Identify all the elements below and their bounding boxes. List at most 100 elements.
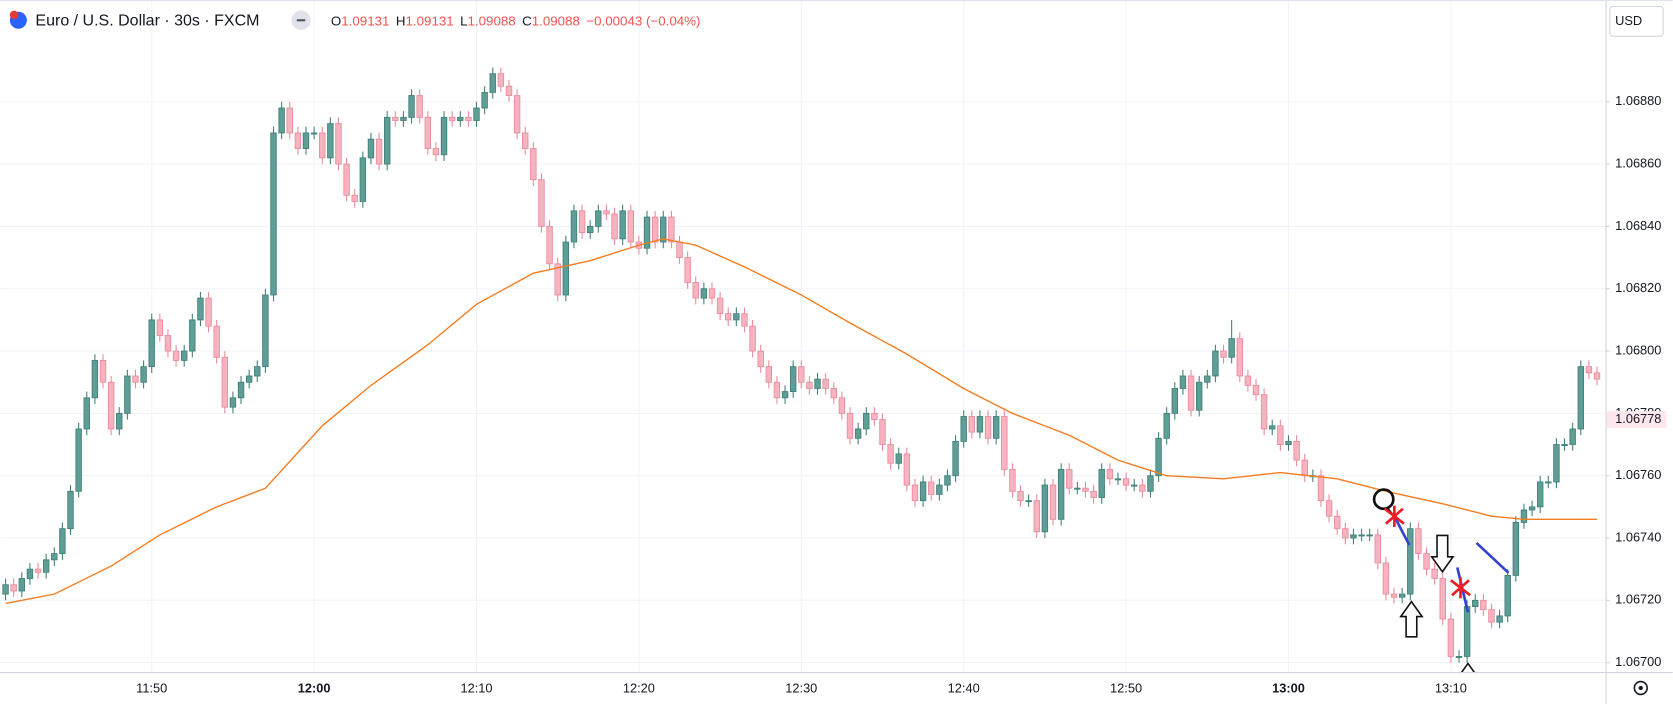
- candle-body: [473, 107, 480, 121]
- candle-body: [181, 350, 188, 361]
- candle-body: [262, 294, 269, 368]
- candle-body: [919, 481, 927, 502]
- candle-body: [1269, 425, 1276, 430]
- candle-body: [1139, 484, 1146, 492]
- y-tick-label: 1.06880: [1615, 93, 1661, 108]
- candle-body: [789, 366, 797, 392]
- candle-body: [1398, 593, 1406, 598]
- candle-body: [375, 138, 383, 165]
- candle-body: [221, 356, 228, 408]
- candle-body: [1528, 506, 1536, 511]
- close-label: C: [522, 13, 532, 28]
- candle-body: [1244, 375, 1252, 386]
- candle-body: [992, 416, 1000, 439]
- candle-body: [489, 73, 496, 93]
- candle-body: [197, 297, 204, 321]
- y-tick-label: 1.06720: [1615, 592, 1661, 607]
- candle-body: [1504, 574, 1511, 617]
- candle-body: [806, 381, 813, 389]
- candle-body: [960, 416, 967, 442]
- candle-body: [83, 397, 90, 430]
- x-tick-label: 13:00: [1272, 680, 1305, 695]
- candle-body: [1342, 528, 1349, 539]
- candle-body: [668, 216, 675, 243]
- candle-body: [132, 375, 139, 383]
- candle-body: [286, 107, 293, 134]
- down-arrow: [1430, 534, 1455, 574]
- candle-body: [684, 257, 691, 283]
- candle-body: [1212, 350, 1219, 377]
- last-price-label: 1.06778: [1615, 411, 1661, 426]
- currency[interactable]: USD: [1615, 13, 1642, 28]
- candle-body: [1439, 578, 1446, 620]
- y-tick-label: 1.06840: [1615, 218, 1661, 233]
- candle-body: [1260, 394, 1268, 430]
- plot: [2, 67, 1601, 663]
- candle-body: [838, 397, 846, 414]
- candle-body: [814, 378, 821, 389]
- candle-body: [481, 92, 488, 109]
- candle-body: [359, 157, 367, 202]
- candle-body: [895, 453, 902, 464]
- candle-body: [148, 319, 155, 368]
- candle-body: [733, 313, 740, 321]
- candle-body: [294, 132, 302, 149]
- candle-body: [205, 297, 212, 327]
- candle-body: [611, 213, 618, 240]
- candle-body: [749, 325, 756, 352]
- candle-body: [465, 116, 472, 121]
- last-price-tag: [1606, 411, 1667, 429]
- candle-body: [903, 453, 911, 486]
- y-tick-label: 1.06820: [1615, 280, 1661, 295]
- candle-body: [400, 116, 407, 121]
- candle-body: [538, 179, 545, 227]
- candle-body: [578, 210, 586, 234]
- candle-body: [546, 225, 553, 265]
- candle-body: [1455, 655, 1463, 658]
- candle-body: [1155, 437, 1162, 477]
- candle-body: [1179, 375, 1187, 389]
- candle-body: [854, 428, 862, 439]
- candle-body: [1545, 481, 1552, 484]
- settings-icon[interactable]: [1633, 680, 1648, 696]
- currency-button[interactable]: [1609, 5, 1664, 37]
- candle-body: [91, 359, 99, 399]
- candle-body: [586, 225, 594, 234]
- candle-body: [237, 381, 245, 399]
- candle-body: [781, 391, 789, 399]
- candle-body: [1252, 384, 1260, 396]
- open-value: 1.09131: [341, 13, 389, 28]
- candle-body: [310, 132, 318, 135]
- candle-body: [1512, 522, 1520, 576]
- candle-body: [944, 475, 951, 486]
- candle-body: [1325, 500, 1333, 517]
- candle-body: [424, 116, 431, 149]
- candle-body: [1090, 490, 1097, 498]
- candle-body: [302, 132, 310, 149]
- circle-drawing: [1372, 488, 1395, 511]
- candle-body: [1171, 388, 1179, 414]
- candle-body: [692, 282, 699, 299]
- candle-body: [1277, 425, 1284, 445]
- candle-body: [254, 366, 261, 377]
- candle-body: [1480, 599, 1487, 611]
- candle-body: [1334, 515, 1341, 530]
- legend-header: Euro / U.S. Dollar · 30s · FXCM O1.09131…: [9, 10, 701, 30]
- candle-body: [1423, 553, 1430, 570]
- candle-body: [1593, 372, 1601, 380]
- candle-body: [1358, 534, 1365, 537]
- candle-body: [619, 210, 626, 240]
- candle-body: [1122, 478, 1130, 486]
- candle-body: [116, 412, 123, 430]
- candle-body: [343, 163, 350, 196]
- candle-body: [952, 440, 959, 477]
- candle-body: [1382, 562, 1390, 595]
- candle-body: [716, 297, 724, 315]
- candle-body: [1187, 375, 1195, 411]
- ohlc: O1.09131 H1.09131 L1.09088 C1.09088 −0.00043…: [331, 13, 701, 28]
- blue-line: [1392, 513, 1411, 546]
- candle-body: [863, 412, 870, 430]
- candle-body: [245, 375, 253, 383]
- candle-body: [1293, 440, 1300, 461]
